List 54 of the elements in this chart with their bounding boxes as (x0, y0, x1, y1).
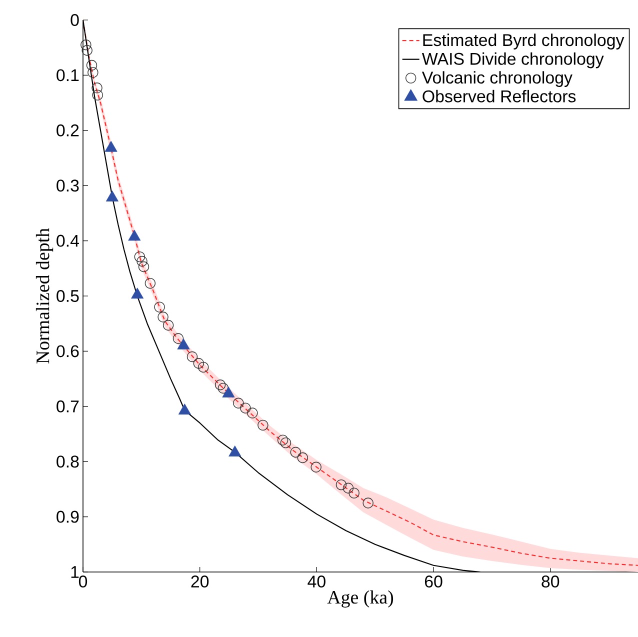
point (198, 362, 209, 373)
x-axis-title: Age (ka) (327, 590, 394, 608)
y-tick-label: 0.5 (56, 290, 79, 302)
point (290, 446, 301, 458)
x-tick-label: 80 (542, 576, 560, 588)
point (86, 60, 98, 71)
legend-label: Estimated Byrd chronology (423, 34, 624, 50)
point (362, 498, 374, 508)
point (193, 358, 204, 369)
y-tick-label: 0 (70, 14, 79, 26)
point (154, 302, 165, 312)
point (186, 351, 198, 362)
y-tick-label: 0.9 (56, 510, 79, 523)
point (136, 256, 148, 267)
legend-label: Volcanic chronology (422, 71, 572, 87)
y-axis-title: Normalized depth (36, 228, 54, 364)
point (336, 479, 347, 490)
x-tick-label: 0 (78, 576, 88, 588)
point (297, 452, 308, 464)
point (134, 251, 146, 262)
legend-label: Observed Reflectors (422, 90, 576, 102)
point (82, 45, 92, 56)
y-tick-label: 1 (71, 566, 79, 578)
point (88, 67, 98, 78)
point (342, 482, 354, 494)
point (218, 382, 229, 394)
point (172, 333, 184, 344)
point (92, 90, 103, 100)
point (233, 398, 244, 408)
point (240, 402, 251, 414)
point (92, 82, 102, 94)
y-tick-label: 0.6 (56, 345, 79, 358)
point (80, 39, 92, 50)
point (158, 312, 168, 322)
y-tick-label: 0.4 (56, 234, 79, 247)
point (310, 462, 322, 472)
y-tick-label: 0.3 (56, 180, 79, 192)
y-tick-label: 0.7 (56, 400, 79, 412)
point (214, 380, 226, 390)
point (144, 278, 156, 289)
point (280, 437, 292, 448)
point (258, 420, 268, 431)
x-tick-label: 40 (308, 576, 326, 588)
point (162, 320, 174, 331)
y-tick-label: 0.2 (56, 124, 79, 136)
y-tick-label: 0.1 (56, 69, 79, 82)
legend-label: WAIS Divide chronology (422, 52, 604, 68)
y-tick-label: 0.8 (56, 456, 79, 468)
point (277, 434, 288, 446)
x-tick-label: 60 (424, 576, 442, 588)
point (247, 408, 258, 418)
point (138, 261, 150, 272)
x-tick-label: 20 (191, 576, 209, 588)
point (348, 488, 360, 498)
